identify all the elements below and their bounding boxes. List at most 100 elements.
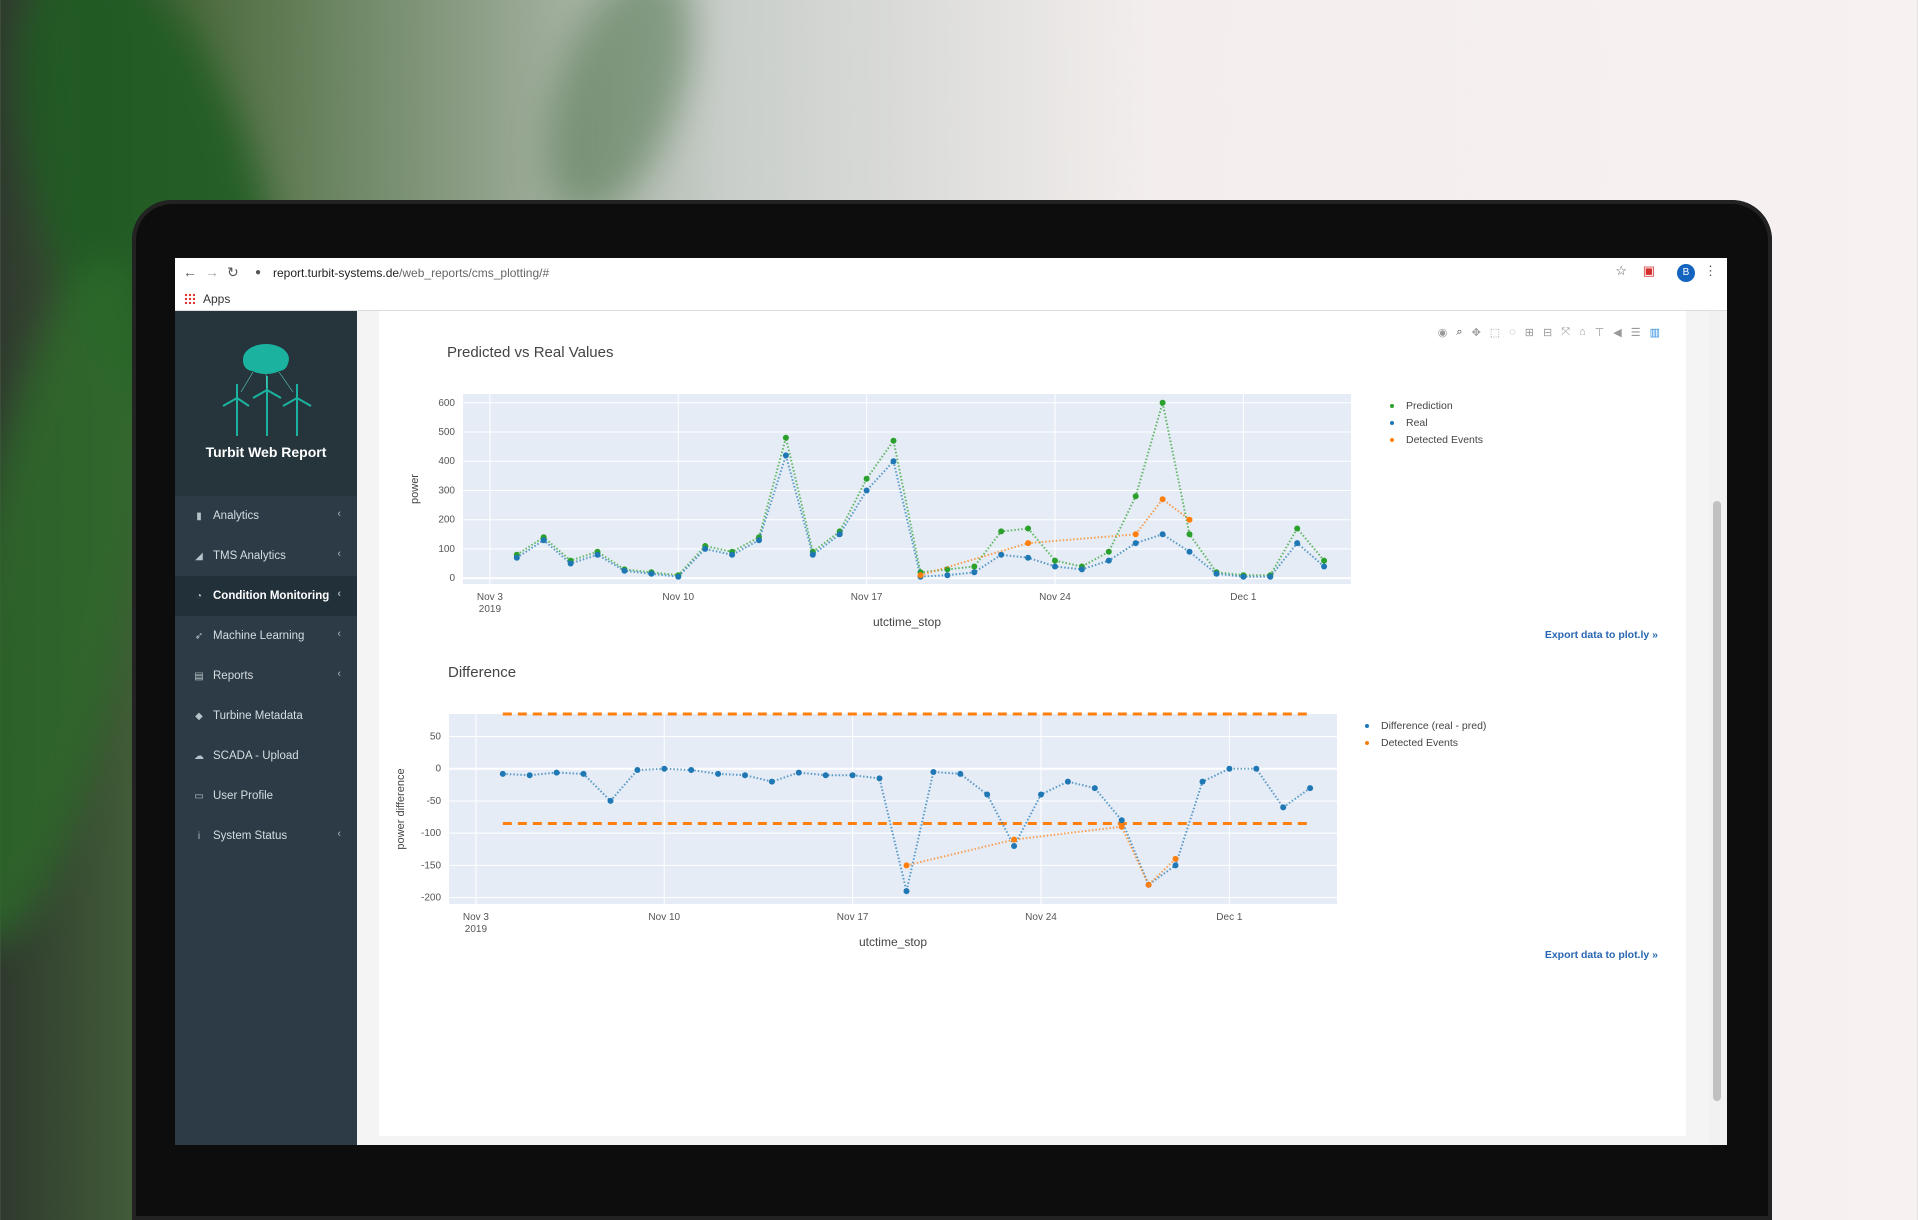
legend-item[interactable]: Prediction bbox=[1390, 397, 1483, 414]
data-point bbox=[1105, 557, 1112, 564]
data-point bbox=[782, 434, 789, 441]
camera-icon[interactable]: ◉ bbox=[1437, 327, 1448, 339]
legend-label: Detected Events bbox=[1381, 736, 1459, 749]
reset-axes-icon[interactable]: ⌂ bbox=[1579, 326, 1586, 338]
url-field[interactable]: report.turbit-systems.de/web_reports/cms… bbox=[273, 266, 550, 280]
plotly-logo-icon[interactable]: ▥ bbox=[1649, 327, 1660, 339]
chart-title-difference: Difference bbox=[448, 664, 517, 681]
data-point bbox=[863, 487, 870, 494]
cloud-upload-icon: ☁ bbox=[194, 750, 204, 762]
data-point bbox=[648, 570, 655, 577]
chart-title-predicted: Predicted vs Real Values bbox=[447, 344, 614, 361]
data-point bbox=[1199, 778, 1206, 785]
data-point bbox=[971, 563, 978, 570]
back-icon[interactable]: ← bbox=[183, 264, 197, 280]
pan-icon[interactable]: ✥ bbox=[1471, 327, 1481, 339]
data-point bbox=[1321, 557, 1328, 564]
data-point bbox=[1226, 765, 1233, 772]
sidebar-item-machine-learning[interactable]: ➶ Machine Learning ‹ bbox=[175, 616, 357, 656]
hover-closest-icon[interactable]: ◀ bbox=[1613, 327, 1622, 339]
x-tick-label: Nov 10 bbox=[662, 592, 694, 603]
sidebar-item-label: TMS Analytics bbox=[213, 550, 286, 562]
apps-grid-icon[interactable] bbox=[184, 293, 195, 304]
data-point bbox=[688, 767, 695, 773]
sidebar-item-label: Analytics bbox=[213, 510, 260, 522]
y-tick-label: 200 bbox=[438, 515, 455, 526]
turbit-logo-icon bbox=[222, 344, 312, 436]
autoscale-icon[interactable]: ⤧ bbox=[1561, 326, 1570, 338]
id-card-icon: ▭ bbox=[194, 790, 204, 802]
x-tick-label: Nov 17 bbox=[837, 912, 869, 923]
data-point bbox=[1186, 516, 1193, 523]
y-tick-label: 50 bbox=[430, 732, 442, 743]
scrollbar-thumb[interactable] bbox=[1713, 501, 1721, 1101]
sidebar-item-reports[interactable]: ▤ Reports ‹ bbox=[175, 656, 357, 696]
data-point bbox=[1294, 540, 1301, 547]
data-point bbox=[1025, 554, 1032, 561]
zoom-icon[interactable]: ⌕ bbox=[1456, 326, 1463, 338]
export-plotly-link-2[interactable]: Export data to plot.ly » bbox=[1544, 949, 1658, 961]
sidebar: Turbit Web Report ▮ Analytics ‹ ◢ TMS Analyt… bbox=[175, 311, 357, 1145]
sidebar-item-label: Condition Monitoring bbox=[213, 590, 330, 602]
extension-icon[interactable]: ▣ bbox=[1642, 263, 1655, 278]
sidebar-item-user-profile[interactable]: ▭ User Profile bbox=[175, 776, 357, 816]
data-point bbox=[822, 772, 829, 779]
y-tick-label: 100 bbox=[438, 544, 455, 555]
chart-legend-difference: Difference (real - pred) Detected Events bbox=[1365, 717, 1486, 751]
legend-item[interactable]: Detected Events bbox=[1365, 734, 1486, 751]
sidebar-item-condition-monitoring[interactable]: ◔ Condition Monitoring ‹ bbox=[175, 576, 357, 616]
data-point bbox=[567, 560, 574, 567]
data-point bbox=[1132, 493, 1139, 500]
data-point bbox=[526, 772, 533, 779]
data-point bbox=[944, 566, 951, 573]
data-point bbox=[944, 572, 951, 579]
data-point bbox=[1132, 531, 1139, 538]
y-tick-label: 0 bbox=[435, 764, 441, 775]
more-menu-icon[interactable]: ⋮ bbox=[1704, 263, 1717, 278]
export-plotly-link-1[interactable]: Export data to plot.ly » bbox=[1544, 629, 1658, 641]
address-bar-row: ← → ↻ ● report.turbit-systems.de/web_rep… bbox=[175, 258, 1727, 289]
data-point bbox=[1091, 785, 1098, 792]
bookmark-star-icon[interactable]: ☆ bbox=[1615, 263, 1627, 278]
data-point bbox=[729, 551, 736, 558]
zoom-out-icon[interactable]: ⊟ bbox=[1542, 327, 1553, 339]
data-point bbox=[917, 572, 924, 579]
data-point bbox=[890, 458, 897, 465]
apps-bookmark[interactable]: Apps bbox=[203, 292, 231, 306]
profile-avatar[interactable]: B bbox=[1677, 264, 1695, 282]
sidebar-item-analytics[interactable]: ▮ Analytics ‹ bbox=[175, 496, 357, 536]
data-point bbox=[1105, 548, 1112, 555]
sidebar-item-system-status[interactable]: i System Status ‹ bbox=[175, 816, 357, 856]
sidebar-item-tms-analytics[interactable]: ◢ TMS Analytics ‹ bbox=[175, 536, 357, 576]
data-point bbox=[715, 770, 722, 777]
forward-icon[interactable]: → bbox=[205, 264, 219, 280]
data-point bbox=[957, 770, 964, 777]
data-point bbox=[634, 767, 641, 773]
reload-icon[interactable]: ↻ bbox=[227, 264, 239, 280]
legend-item[interactable]: Difference (real - pred) bbox=[1365, 717, 1486, 734]
y-tick-label: -200 bbox=[421, 893, 441, 904]
data-point bbox=[1078, 566, 1085, 573]
data-point bbox=[1213, 570, 1220, 577]
chart-panel: ◉ ⌕ ✥ ⬚ ◌ ⊞ ⊟ ⤧ ⌂ ⊤ ◀ ☰ ▥ Predicted vs Real Values N… bbox=[379, 311, 1686, 1136]
brand-title: Turbit Web Report bbox=[205, 444, 327, 460]
page-scrollbar[interactable] bbox=[1709, 311, 1727, 1145]
zoom-in-icon[interactable]: ⊞ bbox=[1524, 327, 1534, 339]
tags-icon: ◆ bbox=[195, 710, 203, 722]
spike-lines-icon[interactable]: ⊤ bbox=[1594, 327, 1605, 339]
data-point bbox=[795, 769, 802, 776]
y-tick-label: 600 bbox=[438, 398, 455, 409]
y-tick-label: 0 bbox=[449, 573, 455, 584]
hover-compare-icon[interactable]: ☰ bbox=[1630, 327, 1641, 339]
box-select-icon[interactable]: ⬚ bbox=[1489, 327, 1501, 339]
sidebar-item-scada-upload[interactable]: ☁ SCADA - Upload bbox=[175, 736, 357, 776]
legend-item[interactable]: Detected Events bbox=[1390, 431, 1483, 448]
data-point bbox=[1011, 836, 1018, 843]
data-point bbox=[1025, 525, 1032, 532]
legend-item[interactable]: Real bbox=[1390, 414, 1483, 431]
lasso-icon[interactable]: ◌ bbox=[1509, 326, 1516, 338]
data-point bbox=[1064, 778, 1071, 785]
sidebar-item-turbine-metadata[interactable]: ◆ Turbine Metadata bbox=[175, 696, 357, 736]
